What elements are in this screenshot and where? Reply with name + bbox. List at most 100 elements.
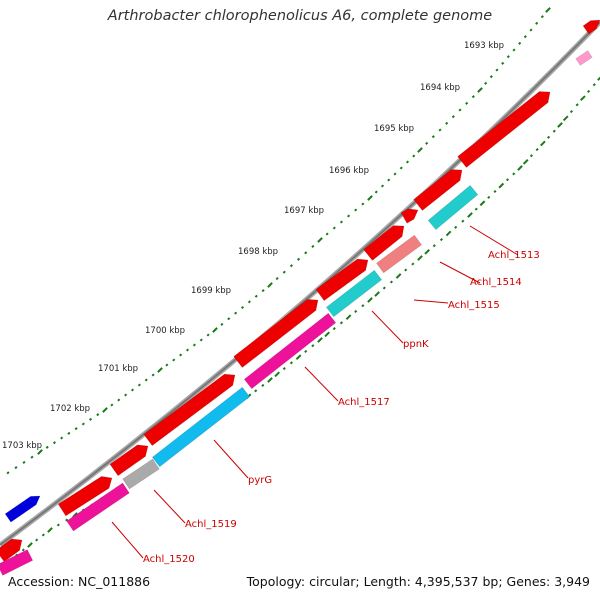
tick-dot (382, 286, 386, 290)
cds-ppnk (315, 258, 369, 302)
tick-dot (151, 373, 155, 377)
tick-dot (102, 407, 108, 413)
tick-label-1698-kbp: 1698 kbp (238, 247, 278, 257)
cog-achl-1515 (325, 269, 383, 318)
tick-dot (445, 121, 449, 125)
tick-dot (157, 367, 163, 373)
gene-label-achl_1514: Achl_1514 (470, 277, 522, 288)
tick-dot (439, 238, 443, 242)
leader-line-achl_1519 (153, 489, 186, 524)
cog-achl-1514 (376, 234, 422, 274)
tick-dot (199, 338, 203, 342)
tick-dot (562, 115, 569, 122)
tick-dot (506, 55, 510, 59)
tick-label-1697-kbp: 1697 kbp (284, 206, 324, 216)
leader-line-achl_1517 (304, 366, 339, 402)
tick-dot (124, 393, 128, 397)
tick-dot (495, 68, 499, 72)
tick-dot (130, 388, 135, 392)
tick-dot (399, 166, 403, 170)
tick-dot (445, 230, 452, 237)
tick-dot (60, 436, 64, 440)
tick-dot (587, 89, 591, 93)
tick-dot (96, 413, 100, 417)
tick-label-1694-kbp: 1694 kbp (420, 83, 460, 93)
tick-dot (37, 449, 43, 455)
tick-dot (411, 262, 415, 266)
tick-dot (374, 190, 378, 194)
tick-dot (220, 322, 224, 326)
tick-dot (22, 460, 26, 464)
cog-ppnk (243, 312, 337, 390)
tick-dot (185, 348, 190, 352)
tick-dot (522, 159, 529, 165)
genome-backbone (0, 20, 600, 548)
tick-dot (41, 533, 45, 537)
tick-dot (512, 48, 516, 52)
tick-dot (88, 417, 93, 421)
tick-dot (361, 304, 365, 308)
tick-dot (240, 305, 245, 310)
tick-label-1695-kbp: 1695 kbp (374, 124, 414, 134)
tick-dot (261, 383, 265, 387)
tick-dot (489, 75, 493, 79)
tick-dot (282, 367, 286, 371)
tick-dot (518, 41, 522, 45)
cds-achl-1519 (109, 444, 149, 477)
tick-dot (172, 358, 176, 362)
cog-achl-1513 (427, 184, 479, 231)
tick-dot (523, 35, 527, 39)
tick-dot (67, 431, 71, 435)
tick-dot (165, 363, 169, 367)
tick-dot (261, 289, 265, 293)
cog-achl-1519 (66, 482, 130, 532)
tick-dot (212, 327, 218, 333)
tick-dot (6, 471, 10, 475)
leader-line-ppnk (371, 310, 404, 344)
tick-dot (317, 337, 323, 343)
tick-dot (431, 135, 435, 139)
tick-dot (267, 377, 273, 383)
tick-dot (74, 427, 78, 431)
tick-dot (493, 189, 497, 194)
tick-dot (458, 108, 462, 112)
accession-text: Accession: NC_011886 (8, 574, 151, 589)
tick-dot (512, 172, 516, 176)
cds-achl-1520 (57, 476, 113, 517)
tick-dot (144, 378, 148, 382)
leader-line-achl_1514 (439, 261, 481, 284)
tick-dot (432, 244, 436, 248)
tick-dot (540, 140, 546, 147)
tick-dot (393, 172, 397, 176)
tick-dot (52, 441, 57, 445)
tick-dot (247, 300, 251, 304)
tick-dot (575, 103, 579, 107)
map-title: Arthrobacter chlorophenolicus A6, comple… (107, 8, 493, 24)
tick-dot (501, 61, 505, 65)
tick-dot (535, 21, 539, 25)
cds-reverse-blue (4, 495, 41, 523)
tick-dot (254, 294, 258, 298)
cog-pyrg (151, 386, 251, 468)
tick-label-1693-kbp: 1693 kbp (464, 41, 504, 51)
cds-pyrg (143, 373, 236, 447)
tick-dot (117, 398, 121, 402)
tick-dot (454, 225, 458, 229)
leader-line-achl_1513 (469, 225, 519, 256)
tick-dot (367, 297, 373, 303)
tick-dot (324, 331, 330, 338)
tick-dot (234, 311, 238, 315)
tick-dot (569, 110, 573, 114)
tick-dot (35, 538, 39, 542)
gene-label-achl_1515: Achl_1515 (448, 300, 500, 311)
tick-dot (529, 154, 533, 158)
leader-line-achl_1520 (111, 521, 144, 559)
tick-dot (374, 291, 380, 297)
tick-dot (21, 548, 25, 552)
backbone-core (0, 21, 600, 546)
tick-dot (487, 195, 491, 199)
gene-label-achl_1513: Achl_1513 (488, 250, 540, 261)
tick-dot (317, 237, 323, 243)
cog-gray (122, 458, 160, 490)
tick-dot (47, 527, 53, 533)
